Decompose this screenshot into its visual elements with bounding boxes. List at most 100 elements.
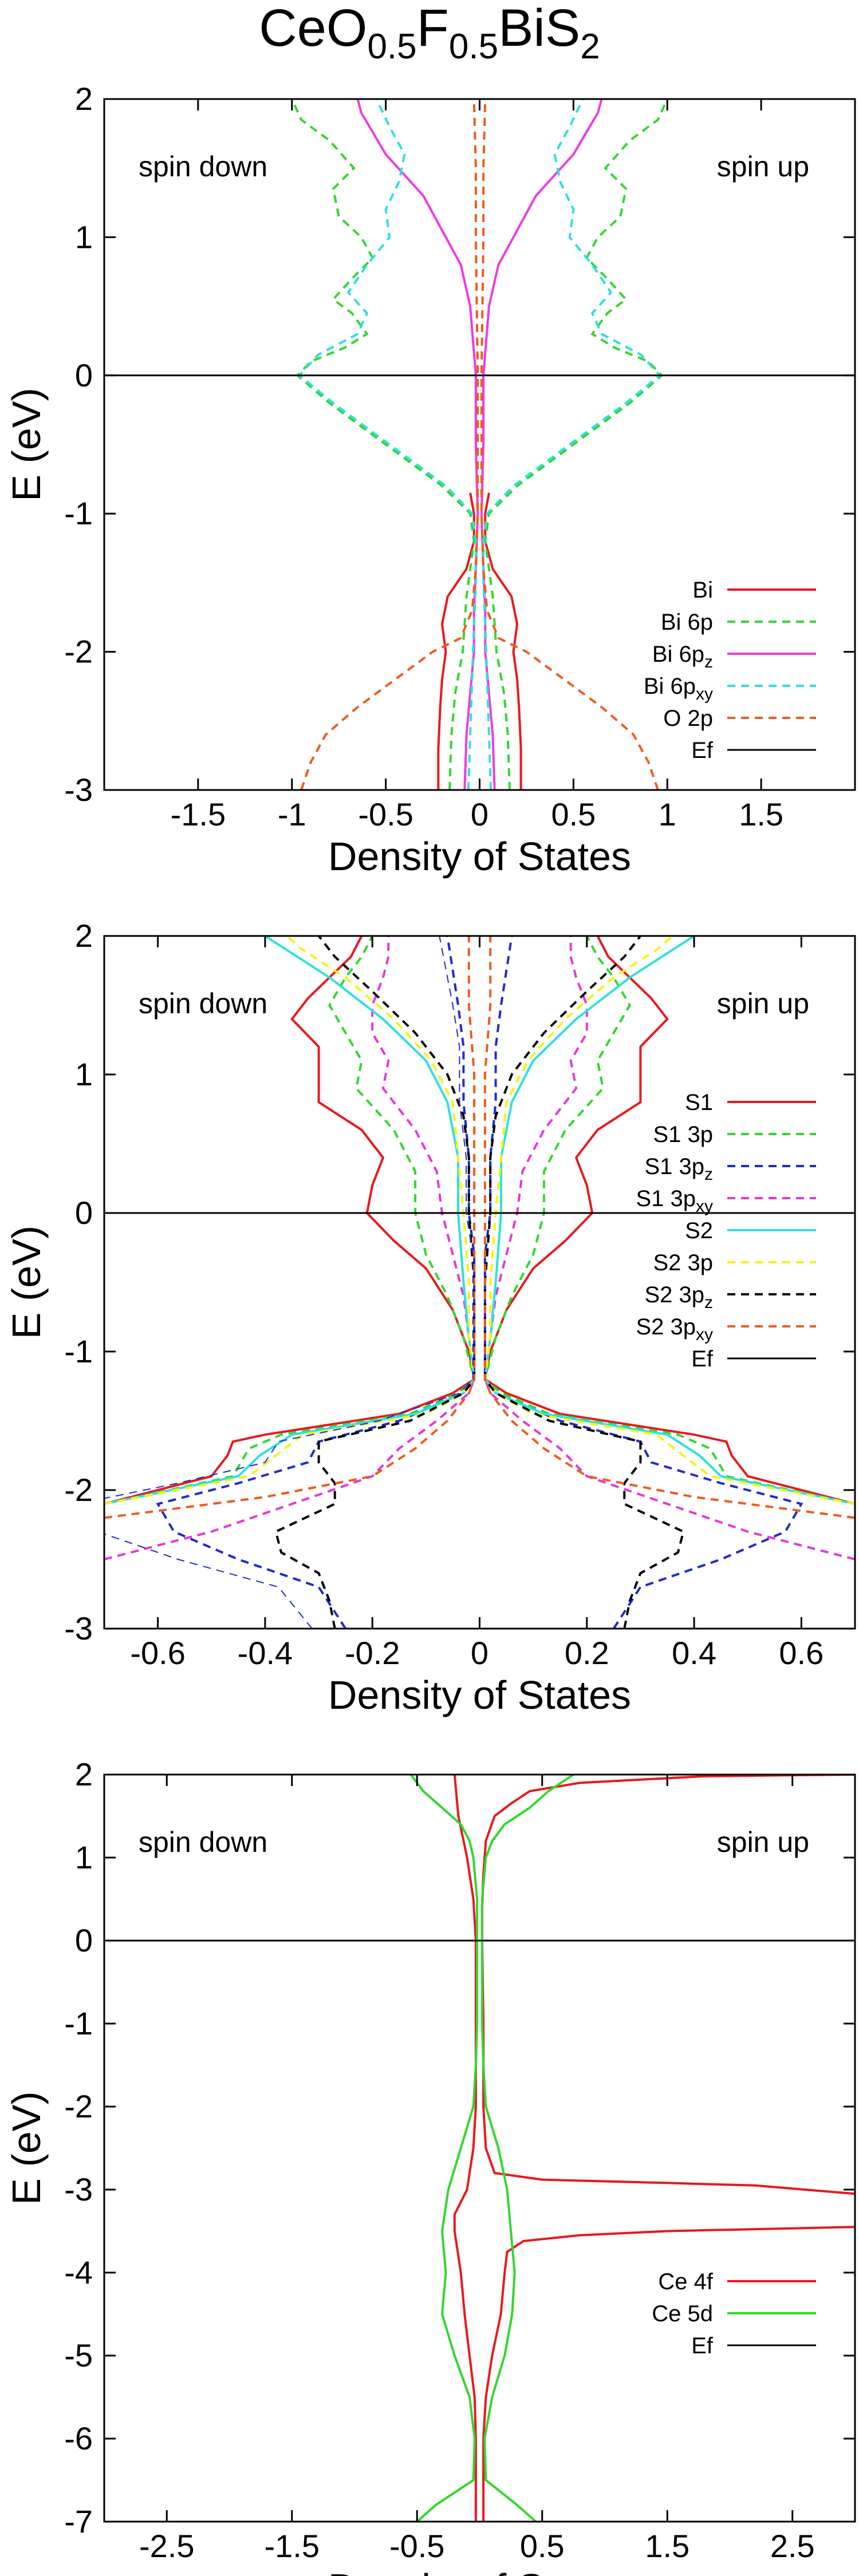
x-tick-label: 0.6 [779, 1635, 823, 1671]
x-tick-label: 1.5 [739, 796, 783, 832]
y-tick-label: -2 [64, 1472, 93, 1508]
legend: Ce 4f Ce 5d Ef [652, 2269, 816, 2358]
dos-panel-1: -1.5 -1 -0.5 0 0.5 1 1.5 -3 -2 -1 0 1 2 Density of St… [4, 81, 856, 879]
plot-area [104, 99, 855, 790]
x-tick-label: -0.6 [130, 1635, 186, 1671]
series-bi-6pz-down [356, 99, 479, 790]
x-tick-label: 0 [471, 796, 488, 832]
series-s2-3pz-up [483, 936, 685, 1629]
y-tick-label: -3 [64, 2171, 93, 2207]
y-tick-label: -3 [64, 772, 93, 808]
annotation-spin-down: spin down [139, 151, 267, 183]
series-ce-5d-up [409, 1775, 479, 2522]
annotation-spin-up: spin up [717, 1826, 809, 1858]
x-tick-label: 0.4 [672, 1635, 716, 1671]
figure-title: CeO0.5F0.5BiS2 [259, 0, 600, 66]
series-ce-4f-up [453, 1775, 477, 2522]
x-axis-label: Density of States [328, 834, 631, 879]
plot-frame [103, 1773, 856, 2523]
legend-label: Ce 5d [652, 2301, 713, 2326]
y-tick-label: 2 [75, 81, 93, 117]
plot-area [104, 1775, 855, 2522]
y-tick-label: -4 [64, 2254, 93, 2290]
series-ce-4f-up [482, 2226, 855, 2522]
x-tick-label: 0.5 [551, 796, 596, 832]
legend-label: S1 3pz [644, 1154, 713, 1184]
dos-panel-3: -2.5 -1.5 -0.5 0.5 1.5 2.5 -7 -6 -5 -4 -3 -2 -1 0 1 2 De… [4, 1756, 856, 2576]
x-tick-label: 1 [659, 796, 676, 832]
y-axis-label: E (eV) [4, 388, 49, 501]
series-s2-down [104, 936, 476, 1506]
legend-label: S2 [685, 1218, 713, 1243]
legend-label: S1 3pxy [636, 1186, 713, 1216]
x-tick-label: 0.5 [520, 2528, 565, 2564]
y-tick-label: -3 [64, 1610, 93, 1646]
series-s2-3pxy-up [483, 936, 855, 1519]
series-bi-6p-up [484, 99, 669, 790]
legend-label: S1 3p [653, 1122, 713, 1147]
annotation-spin-up: spin up [717, 987, 809, 1020]
y-tick-label: 0 [75, 1195, 93, 1231]
x-tick-label: -1 [278, 796, 306, 832]
x-tick-label: -0.5 [389, 2528, 445, 2564]
x-tick-label: 1.5 [645, 2528, 689, 2564]
x-tick-label: -1.5 [171, 796, 226, 832]
y-tick-label: 1 [75, 1056, 93, 1092]
legend-label: S1 [685, 1090, 713, 1115]
y-tick-label: -1 [64, 1333, 93, 1369]
series-bi-down [437, 492, 475, 790]
y-axis-label: E (eV) [4, 2091, 49, 2204]
series-s1-3pz-up [483, 936, 803, 1629]
series-o-2p-up [480, 99, 659, 790]
x-tick-label: 0.2 [565, 1635, 609, 1671]
y-tick-label: -1 [64, 495, 93, 531]
y-tick-label: 0 [75, 357, 93, 393]
series-s1-3pxy-down [104, 936, 476, 1560]
legend-label: S2 3pxy [636, 1314, 713, 1344]
x-tick-label: -1.5 [265, 2528, 320, 2564]
series-s2-up [483, 936, 855, 1506]
legend-label: Bi [692, 578, 713, 603]
x-tick-label: -0.5 [358, 796, 413, 832]
x-tick-label: 2.5 [770, 2528, 815, 2564]
series-bi-6pz-up [480, 99, 603, 790]
series-s1-3pz-thin [104, 936, 474, 1629]
x-axis-label: Density of States [328, 1673, 631, 1717]
y-tick-label: 2 [75, 1756, 93, 1792]
x-tick-label: 0 [471, 1635, 488, 1671]
series-s1-3pxy-up [483, 936, 855, 1560]
y-tick-label: -2 [64, 634, 93, 670]
annotation-spin-up: spin up [717, 151, 809, 183]
series-s1-down [104, 936, 476, 1506]
annotation-spin-down: spin down [139, 1826, 267, 1858]
legend-label: Ef [691, 738, 714, 763]
y-tick-label: 1 [75, 219, 93, 255]
series-s1-3p-down [104, 936, 476, 1506]
series-s1-up [483, 936, 855, 1506]
series-ce-5d-up [480, 1775, 574, 2522]
legend-label: Bi 6pxy [644, 674, 713, 704]
legend-label: Ef [691, 2333, 714, 2358]
series-s2-3p-up [483, 936, 855, 1506]
y-tick-label: 0 [75, 1922, 93, 1958]
series-s1-3p-up [483, 936, 855, 1506]
plot-area [104, 936, 855, 1629]
y-tick-label: -5 [64, 2337, 93, 2373]
y-tick-label: -1 [64, 2005, 93, 2041]
y-tick-label: 2 [75, 918, 93, 954]
x-tick-label: -0.4 [238, 1635, 293, 1671]
series-bi-6p-down [290, 99, 475, 790]
legend-label: O 2p [663, 706, 713, 731]
x-tick-label: -2.5 [139, 2528, 195, 2564]
series-bi-up [484, 492, 522, 790]
series-s2-3pz-down [274, 936, 476, 1629]
legend-label: Ef [691, 1346, 714, 1372]
legend-label: Bi 6pz [652, 642, 713, 671]
y-tick-label: -7 [64, 2503, 93, 2539]
series-s2-3pxy-down [104, 936, 476, 1519]
series-s2-3p-down [104, 936, 476, 1506]
legend-label: Bi 6p [661, 610, 713, 635]
